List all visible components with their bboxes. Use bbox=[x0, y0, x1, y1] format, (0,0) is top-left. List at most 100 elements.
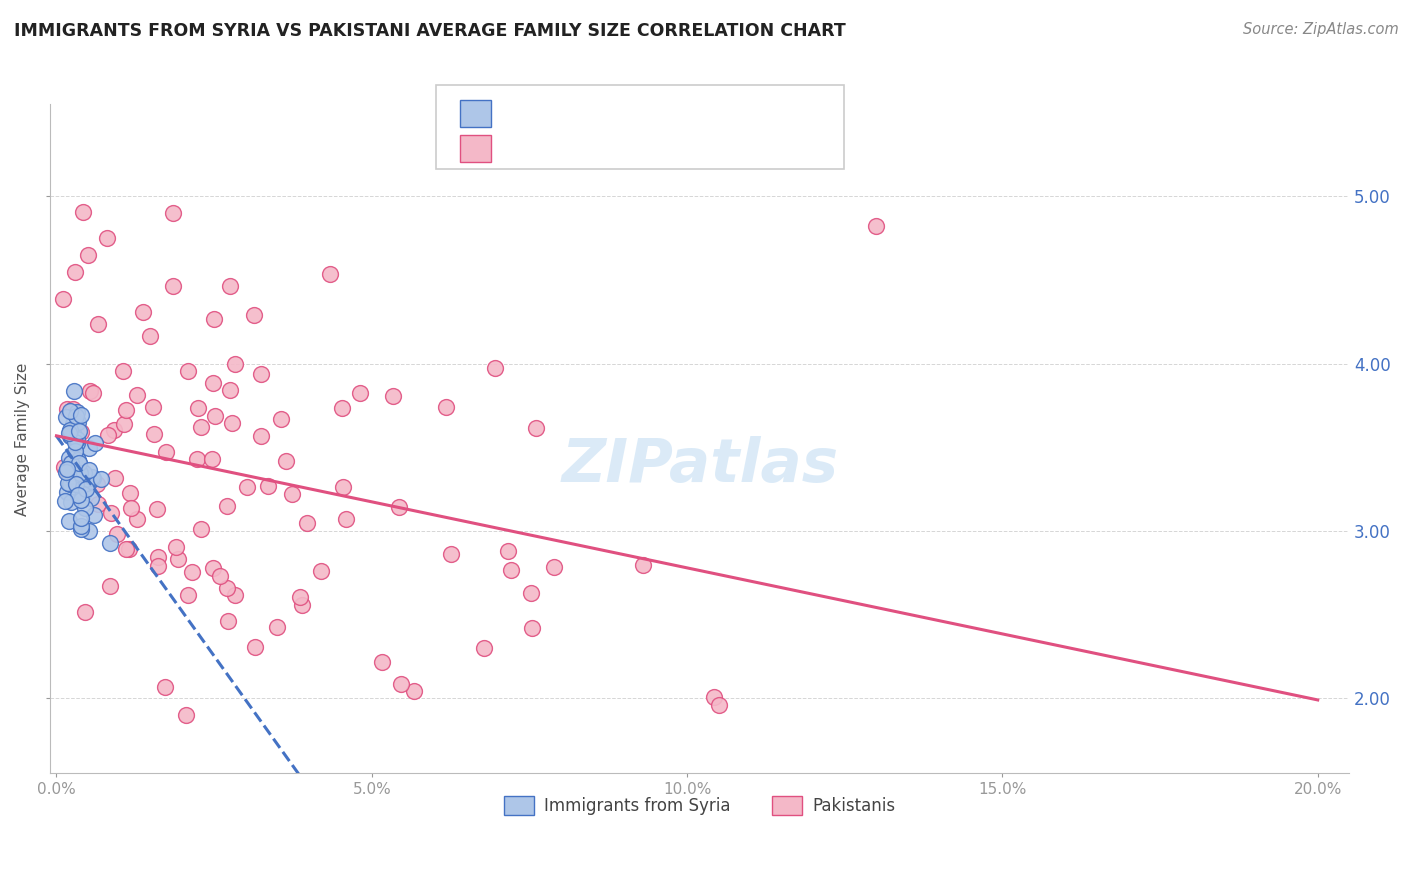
Point bbox=[82, 385, 104, 400]
Text: ZIPatlas: ZIPatlas bbox=[561, 436, 838, 495]
Point bbox=[70, 463, 93, 477]
Point bbox=[98, 580, 121, 594]
Point bbox=[100, 506, 122, 520]
Point bbox=[235, 480, 257, 494]
Point bbox=[60, 456, 83, 470]
Point bbox=[288, 591, 311, 605]
Point bbox=[201, 561, 224, 575]
Point bbox=[70, 522, 93, 536]
Point bbox=[59, 428, 82, 442]
Point bbox=[84, 436, 107, 450]
Point bbox=[187, 401, 209, 416]
Point bbox=[59, 424, 82, 438]
Point bbox=[221, 416, 243, 430]
Legend: Immigrants from Syria, Pakistanis: Immigrants from Syria, Pakistanis bbox=[498, 789, 903, 822]
Point bbox=[125, 512, 148, 526]
Text: IMMIGRANTS FROM SYRIA VS PAKISTANI AVERAGE FAMILY SIZE CORRELATION CHART: IMMIGRANTS FROM SYRIA VS PAKISTANI AVERA… bbox=[14, 22, 846, 40]
Point bbox=[118, 542, 141, 557]
Point bbox=[62, 401, 84, 416]
Point bbox=[280, 486, 302, 500]
Point bbox=[115, 402, 138, 417]
Point bbox=[52, 292, 75, 306]
Point bbox=[520, 585, 543, 599]
Point bbox=[266, 620, 288, 634]
Point bbox=[72, 466, 94, 480]
Point bbox=[58, 451, 80, 466]
Point bbox=[63, 443, 86, 458]
Point bbox=[96, 231, 118, 245]
Point bbox=[250, 429, 273, 443]
Point bbox=[186, 452, 208, 467]
Point bbox=[127, 388, 149, 402]
Point bbox=[270, 412, 292, 426]
Point bbox=[65, 477, 87, 491]
Point bbox=[69, 408, 91, 422]
Point bbox=[162, 279, 184, 293]
Point bbox=[55, 465, 77, 479]
Point bbox=[120, 485, 142, 500]
Point bbox=[63, 384, 86, 398]
Point bbox=[75, 500, 97, 515]
Point bbox=[72, 487, 94, 501]
Point bbox=[190, 420, 212, 434]
Point bbox=[59, 404, 82, 418]
Point bbox=[67, 456, 90, 470]
Point bbox=[55, 409, 77, 424]
Point bbox=[243, 308, 266, 322]
Point bbox=[132, 305, 155, 319]
Point bbox=[65, 264, 87, 278]
Point bbox=[77, 463, 100, 477]
Point bbox=[274, 453, 297, 467]
Point bbox=[79, 475, 101, 489]
Point bbox=[155, 680, 177, 694]
Point bbox=[115, 542, 138, 557]
Point bbox=[58, 514, 80, 528]
Point bbox=[295, 516, 318, 530]
Point bbox=[522, 621, 544, 635]
Point bbox=[59, 477, 82, 491]
Point bbox=[526, 420, 548, 434]
Point bbox=[79, 384, 101, 398]
Point bbox=[243, 640, 266, 655]
Point bbox=[139, 329, 162, 343]
Point bbox=[311, 564, 333, 578]
Point bbox=[249, 368, 271, 382]
Point bbox=[104, 471, 127, 485]
Point bbox=[77, 441, 100, 455]
Point bbox=[66, 432, 89, 446]
Point bbox=[65, 409, 87, 424]
Point bbox=[67, 467, 90, 481]
Point bbox=[59, 456, 82, 470]
Point bbox=[291, 598, 314, 612]
Point bbox=[62, 426, 84, 441]
Point bbox=[202, 376, 225, 390]
Point bbox=[105, 527, 128, 541]
Point bbox=[217, 614, 239, 628]
Point bbox=[77, 248, 100, 262]
Point bbox=[162, 205, 184, 219]
Point bbox=[703, 690, 725, 705]
Point bbox=[145, 501, 167, 516]
Point bbox=[80, 491, 103, 505]
Point bbox=[543, 559, 565, 574]
Y-axis label: Average Family Size: Average Family Size bbox=[15, 362, 30, 516]
Point bbox=[63, 456, 86, 470]
Point bbox=[332, 480, 354, 494]
Point bbox=[70, 425, 93, 439]
Point bbox=[707, 698, 730, 712]
Point bbox=[87, 497, 110, 511]
Point bbox=[215, 499, 238, 513]
Point bbox=[202, 311, 225, 326]
Point bbox=[190, 522, 212, 536]
Point bbox=[55, 485, 77, 500]
Point bbox=[501, 563, 523, 577]
Point bbox=[389, 676, 412, 690]
Point bbox=[98, 535, 121, 549]
Point bbox=[67, 415, 90, 429]
Point bbox=[177, 588, 200, 602]
Point bbox=[67, 425, 90, 439]
Point bbox=[70, 511, 93, 525]
Point bbox=[79, 524, 101, 538]
Point bbox=[474, 641, 496, 656]
Point bbox=[181, 565, 204, 579]
